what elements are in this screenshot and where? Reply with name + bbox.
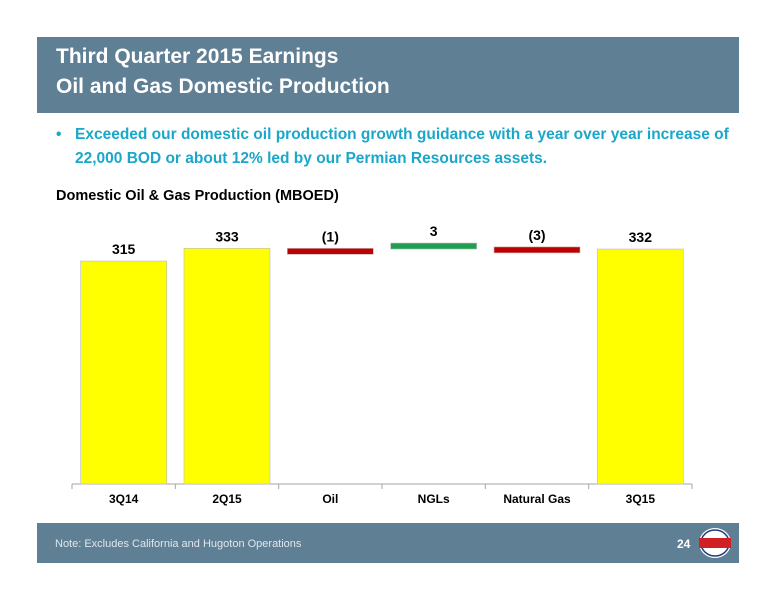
bar-2q15 <box>183 248 271 485</box>
bullet-text: Exceeded our domestic oil production gro… <box>75 126 729 167</box>
data-label: 333 <box>215 228 239 244</box>
bar-ngls <box>390 242 477 250</box>
x-tick-label: 3Q15 <box>626 492 656 506</box>
page-number: 24 <box>677 537 691 551</box>
x-tick-label: 3Q14 <box>109 492 139 506</box>
bar-3q15 <box>597 248 684 485</box>
x-tick-label: Oil <box>322 492 338 506</box>
title-line-1: Third Quarter 2015 Earnings <box>56 45 339 68</box>
data-label: 3 <box>430 223 438 239</box>
title-line-2: Oil and Gas Domestic Production <box>56 75 390 98</box>
bullet-marker: • <box>56 126 62 143</box>
footnote: Note: Excludes California and Hugoton Op… <box>55 538 302 550</box>
oxy-logo-icon <box>699 528 731 558</box>
x-tick-label: Natural Gas <box>503 492 571 506</box>
title-banner: Third Quarter 2015 Earnings Oil and Gas … <box>37 37 739 113</box>
bar-natural-gas <box>493 246 581 254</box>
bar-3q14 <box>80 260 167 485</box>
x-tick-label: NGLs <box>418 492 450 506</box>
data-label: 332 <box>629 229 653 245</box>
bar-oil <box>287 248 374 255</box>
chart-title: Domestic Oil & Gas Production (MBOED) <box>56 188 339 204</box>
data-label: 315 <box>112 241 136 257</box>
footer-bar: Note: Excludes California and Hugoton Op… <box>37 523 739 563</box>
data-label: (1) <box>322 228 339 244</box>
x-tick-label: 2Q15 <box>212 492 242 506</box>
data-label: (3) <box>528 227 545 243</box>
